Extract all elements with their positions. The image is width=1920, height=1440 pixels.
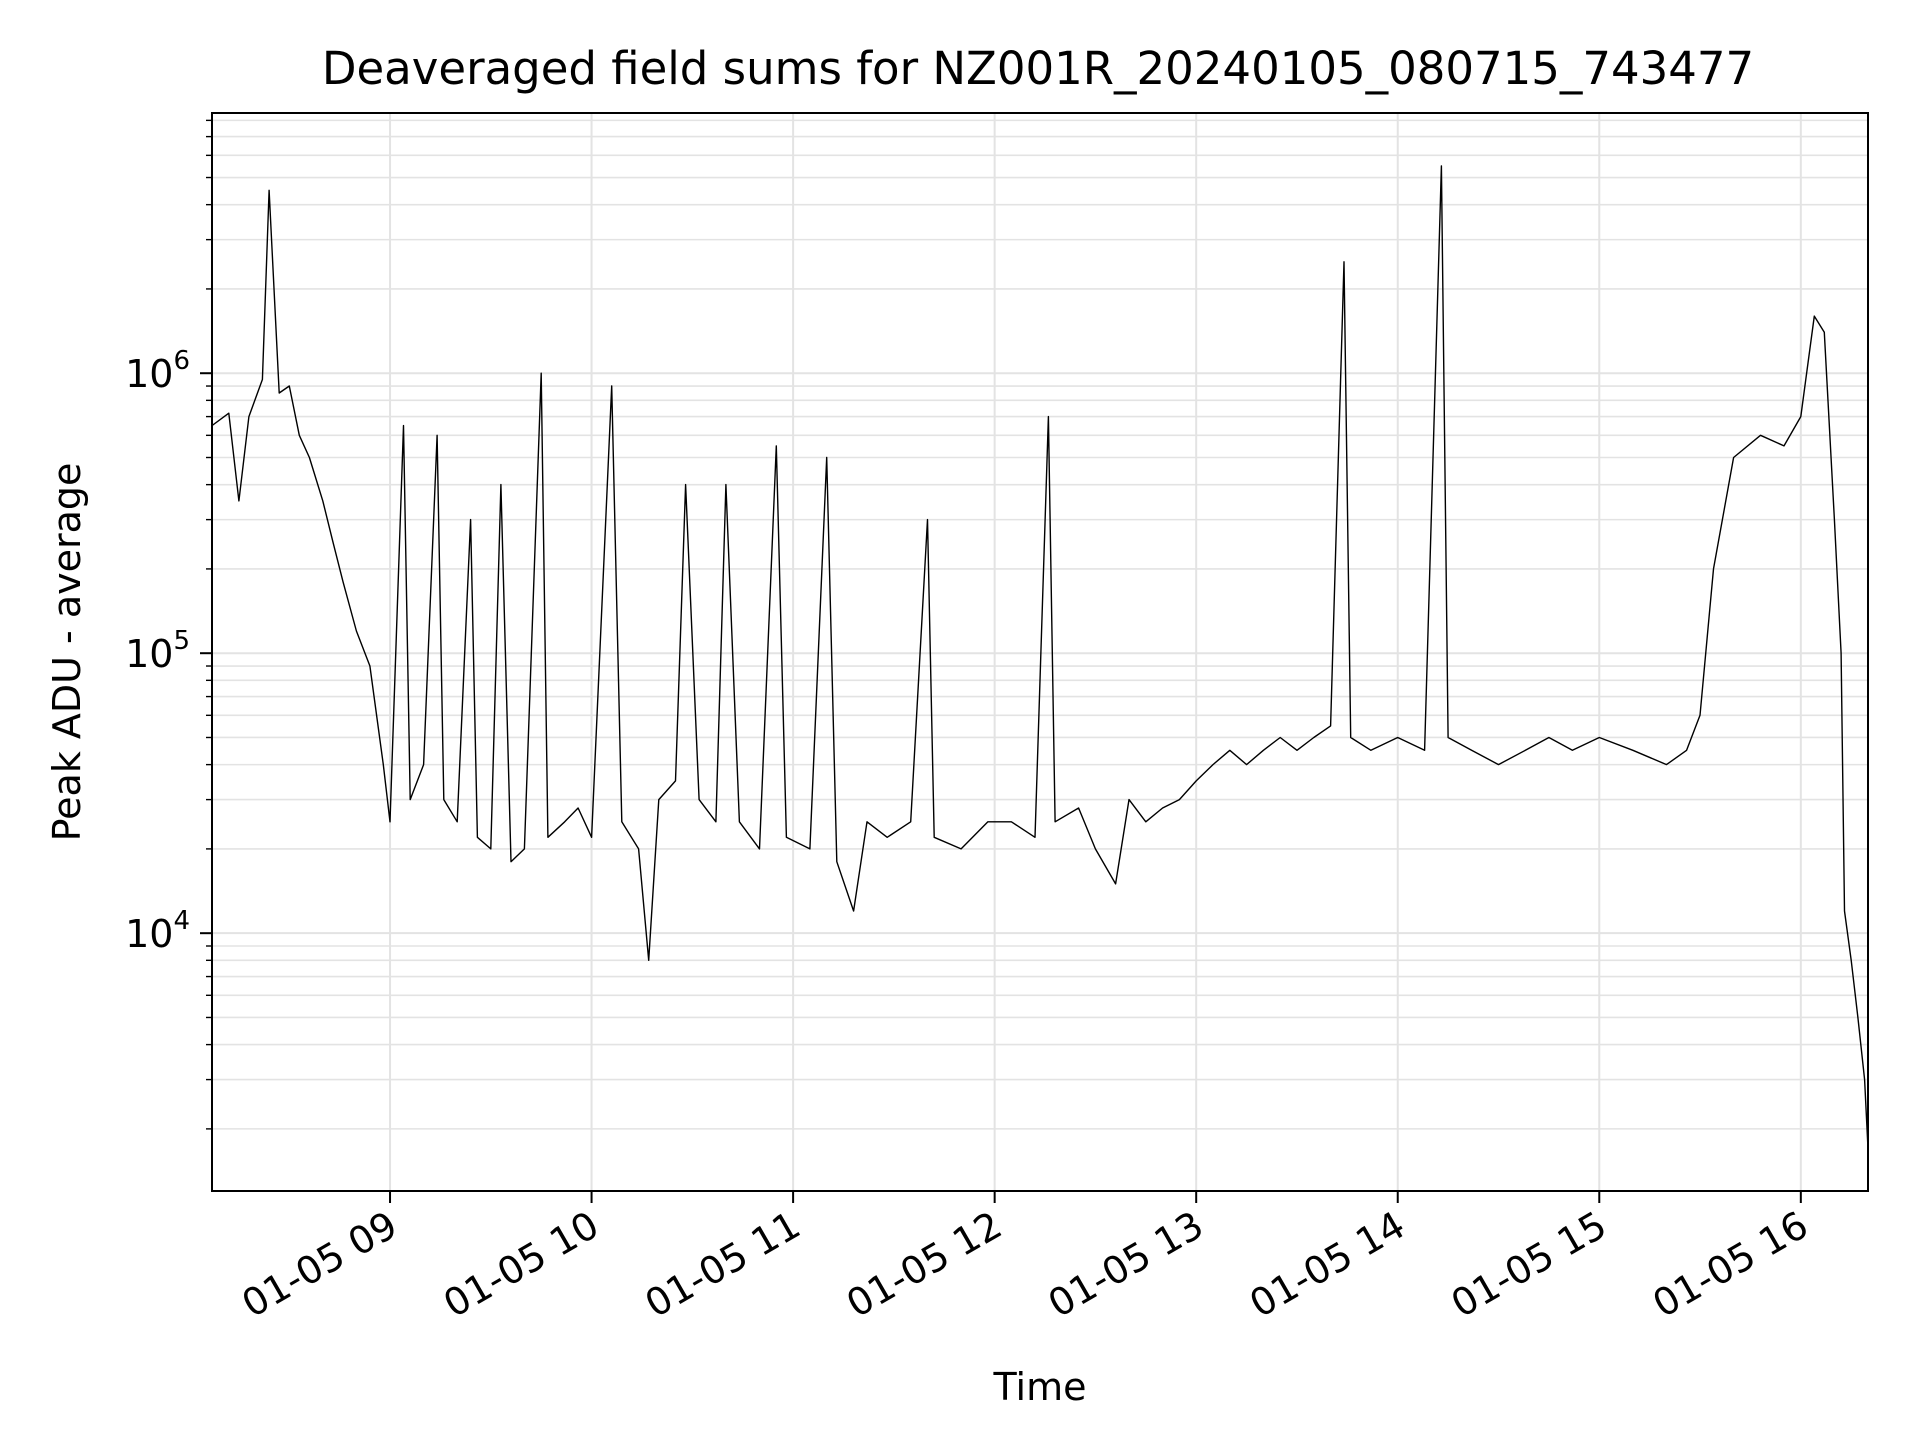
grid-lines bbox=[212, 113, 1868, 1191]
x-axis-label: Time bbox=[993, 1365, 1087, 1409]
y-tick-label: 106 bbox=[125, 346, 190, 396]
y-axis-label: Peak ADU - average bbox=[45, 463, 89, 842]
y-tick-label: 104 bbox=[125, 906, 190, 956]
plot-area-frame bbox=[211, 112, 1869, 1192]
chart-title: Deaveraged field sums for NZ001R_2024010… bbox=[322, 42, 1754, 95]
y-tick-label: 105 bbox=[125, 626, 190, 676]
series-line bbox=[212, 165, 1868, 1149]
